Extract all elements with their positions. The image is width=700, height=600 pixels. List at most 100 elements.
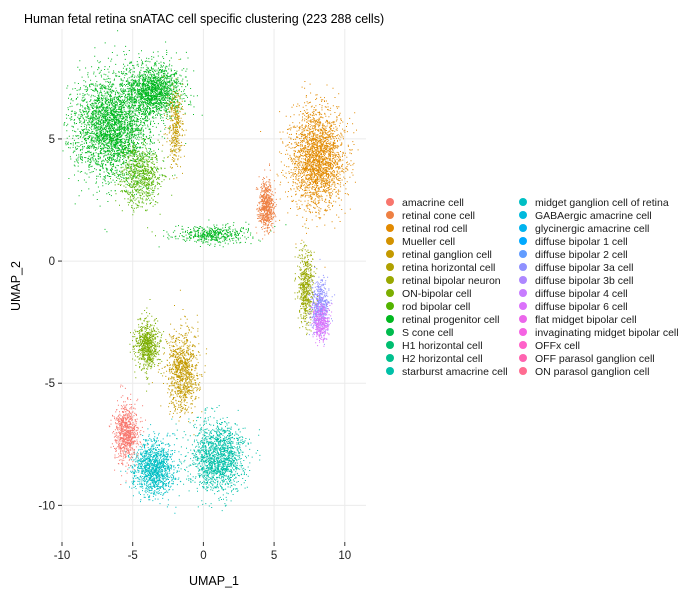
legend-swatch	[519, 250, 527, 258]
data-point-cloud	[158, 219, 287, 248]
legend-label: retina horizontal cell	[402, 262, 495, 274]
y-tick-label: -5	[45, 378, 55, 390]
x-tick-label: 10	[338, 550, 351, 562]
legend-item: rod bipolar cell	[386, 301, 470, 313]
chart-title: Human fetal retina snATAC cell specific …	[24, 12, 384, 26]
legend-label: amacrine cell	[402, 197, 464, 209]
legend-item: GABAergic amacrine cell	[519, 210, 652, 222]
legend-label: OFFx cell	[535, 340, 580, 352]
legend-item: midget ganglion cell of retina	[519, 197, 669, 209]
legend-swatch	[519, 198, 527, 206]
legend-label: H1 horizontal cell	[402, 340, 483, 352]
cluster-retinal-cone-cell	[255, 163, 277, 240]
legend-item: starburst amacrine cell	[386, 366, 508, 378]
legend-item: diffuse bipolar 6 cell	[519, 301, 628, 313]
legend-swatch	[386, 354, 394, 362]
legend-item: invaginating midget bipolar cell	[519, 327, 679, 339]
legend-swatch	[386, 211, 394, 219]
data-point-cloud	[294, 227, 319, 336]
legend-label: diffuse bipolar 3a cell	[535, 262, 633, 274]
data-point-cloud	[162, 59, 187, 180]
data-point-cloud	[175, 405, 261, 512]
data-points	[62, 30, 359, 514]
cluster-diffuse-bipolar-3a-cell	[304, 258, 336, 345]
legend-label: retinal bipolar neuron	[402, 275, 501, 287]
cluster-retinal-progenitor-cell	[62, 30, 187, 233]
data-point-cloud	[304, 258, 336, 345]
data-point-cloud	[110, 41, 203, 140]
x-tick-label: -5	[128, 550, 138, 562]
legend-swatch	[386, 328, 394, 336]
legend-item: flat midget bipolar cell	[519, 314, 637, 326]
data-point-cloud	[107, 130, 173, 237]
y-tick-label: 0	[49, 256, 55, 268]
legend-item: H2 horizontal cell	[386, 353, 483, 365]
cluster-retinal-progenitor-cell	[158, 219, 287, 248]
legend-swatch	[519, 302, 527, 310]
x-axis-ticks: -10 -5 0 5 10	[54, 542, 351, 562]
legend-item: retina horizontal cell	[386, 262, 495, 274]
cluster-midget-ganglion-cell-of-retina	[120, 418, 182, 514]
legend-item: S cone cell	[386, 327, 453, 339]
legend-label: retinal cone cell	[402, 210, 475, 222]
data-point-cloud	[120, 418, 182, 514]
legend-swatch	[386, 263, 394, 271]
legend-swatch	[386, 250, 394, 258]
legend-swatch	[519, 224, 527, 232]
legend-label: OFF parasol ganglion cell	[535, 353, 655, 365]
legend-label: ON parasol ganglion cell	[535, 366, 649, 378]
legend-item: amacrine cell	[386, 197, 464, 209]
x-tick-label: 0	[200, 550, 206, 562]
legend-item: glycinergic amacrine cell	[519, 223, 649, 235]
legend-item: retinal progenitor cell	[386, 314, 499, 326]
x-tick-label: -10	[54, 550, 71, 562]
legend-swatch	[519, 367, 527, 375]
cluster-diffuse-bipolar-6-cell	[309, 295, 333, 347]
legend-item: retinal bipolar neuron	[386, 275, 501, 287]
legend-swatch	[519, 328, 527, 336]
cluster-retinal-ganglion-cell	[162, 59, 187, 180]
legend-swatch	[519, 354, 527, 362]
legend-item: Mueller cell	[386, 236, 455, 248]
y-tick-label: 5	[49, 134, 55, 146]
legend-item: ON parasol ganglion cell	[519, 366, 649, 378]
legend-swatch	[386, 302, 394, 310]
legend-swatch	[386, 237, 394, 245]
legend-label: ON-bipolar cell	[402, 288, 471, 300]
y-tick-label: -10	[38, 500, 55, 512]
x-axis-label: UMAP_1	[189, 574, 239, 588]
legend-label: midget ganglion cell of retina	[535, 197, 669, 209]
legend-swatch	[519, 315, 527, 323]
data-point-cloud	[108, 384, 148, 485]
legend-label: flat midget bipolar cell	[535, 314, 637, 326]
legend-swatch	[519, 237, 527, 245]
legend-label: diffuse bipolar 1 cell	[535, 236, 628, 248]
cluster-retinal-bipolar-neuron	[294, 227, 319, 336]
legend-item: diffuse bipolar 2 cell	[519, 249, 628, 261]
legend-item: diffuse bipolar 4 cell	[519, 288, 628, 300]
y-axis-label: UMAP_2	[9, 261, 23, 311]
legend-label: invaginating midget bipolar cell	[535, 327, 679, 339]
legend-item: diffuse bipolar 1 cell	[519, 236, 628, 248]
legend-label: diffuse bipolar 4 cell	[535, 288, 628, 300]
legend-label: S cone cell	[402, 327, 453, 339]
legend-swatch	[386, 289, 394, 297]
cluster-retinal-progenitor-cell	[110, 41, 203, 140]
legend-swatch	[386, 276, 394, 284]
legend-swatch	[519, 211, 527, 219]
legend-label: H2 horizontal cell	[402, 353, 483, 365]
legend-swatch	[386, 341, 394, 349]
legend-item: diffuse bipolar 3a cell	[519, 262, 633, 274]
legend-item: retinal rod cell	[386, 223, 467, 235]
legend-item: diffuse bipolar 3b cell	[519, 275, 633, 287]
legend-item: OFF parasol ganglion cell	[519, 353, 655, 365]
legend-swatch	[386, 367, 394, 375]
legend-label: Mueller cell	[402, 236, 455, 248]
legend-swatch	[386, 224, 394, 232]
legend-label: GABAergic amacrine cell	[535, 210, 652, 222]
legend-item: retinal cone cell	[386, 210, 475, 222]
legend-label: rod bipolar cell	[402, 301, 470, 313]
legend-swatch	[519, 263, 527, 271]
data-point-cloud	[62, 30, 187, 233]
